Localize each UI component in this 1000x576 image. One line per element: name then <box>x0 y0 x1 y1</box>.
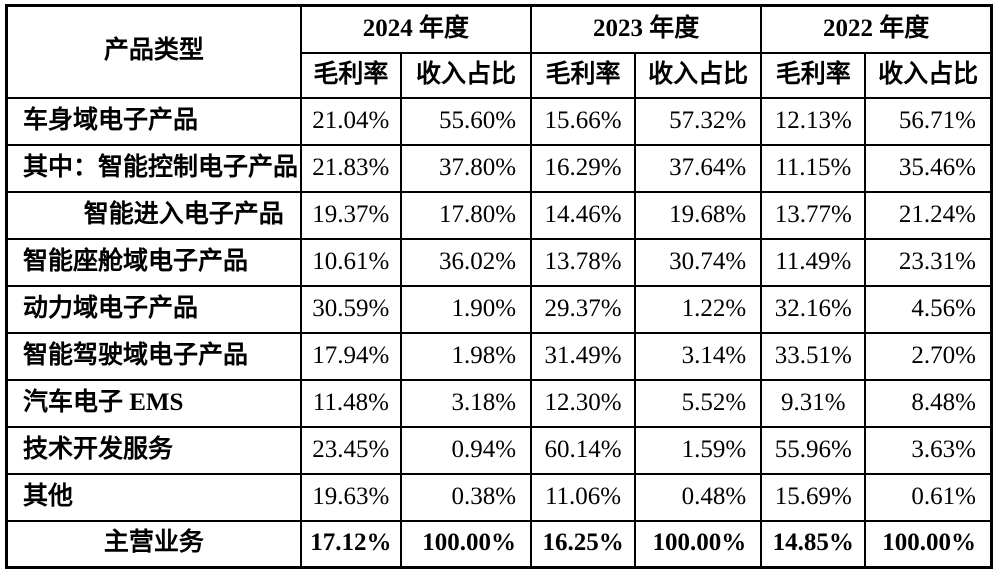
table-body: 车身域电子产品 21.04% 55.60% 15.66% 57.32% 12.13% 56.… <box>5 96 993 569</box>
gross-margin-cell: 13.78% <box>530 237 637 287</box>
revenue-share-cell: 1.98% <box>399 331 533 381</box>
gross-margin-cell: 15.69% <box>760 472 867 522</box>
header-metric-row: 毛利率 收入占比 毛利率 收入占比 毛利率 收入占比 <box>7 51 993 99</box>
gross-margin-cell: 21.83% <box>299 143 402 193</box>
header-year-2022: 2022 年度 <box>760 4 993 54</box>
row-label: 其他 <box>5 472 302 522</box>
header-revenue-share-2022: 收入占比 <box>864 51 993 99</box>
gross-margin-cell: 33.51% <box>760 331 867 381</box>
revenue-share-cell: 35.46% <box>864 143 993 193</box>
table-row: 汽车电子 EMS 11.48% 3.18% 12.30% 5.52% 9.31% 8.48% <box>5 378 993 428</box>
header-year-2023: 2023 年度 <box>530 4 763 54</box>
revenue-share-cell: 0.61% <box>864 472 993 522</box>
row-label: 车身域电子产品 <box>5 96 302 146</box>
revenue-share-cell: 57.32% <box>634 96 763 146</box>
gross-margin-cell: 10.61% <box>299 237 402 287</box>
gross-margin-cell: 16.29% <box>530 143 637 193</box>
gross-margin-cell: 30.59% <box>299 284 402 334</box>
header-year-2024: 2024 年度 <box>299 4 533 54</box>
revenue-share-cell: 17.80% <box>399 190 533 240</box>
table-row: 智能驾驶域电子产品 17.94% 1.98% 31.49% 3.14% 33.51% 2.7… <box>5 331 993 381</box>
revenue-share-cell: 3.18% <box>399 378 533 428</box>
gross-margin-cell: 11.06% <box>530 472 637 522</box>
gross-margin-cell: 16.25% <box>530 519 637 569</box>
header-year-row: 产品类型 2024 年度 2023 年度 2022 年度 <box>5 4 993 99</box>
revenue-share-cell: 21.24% <box>864 190 993 240</box>
revenue-share-cell: 4.56% <box>864 284 993 334</box>
row-label: 主营业务 <box>5 519 302 569</box>
revenue-share-cell: 0.48% <box>634 472 763 522</box>
gross-margin-cell: 32.16% <box>760 284 867 334</box>
row-label: 智能座舱域电子产品 <box>5 237 302 287</box>
table-header: 产品类型 2024 年度 2023 年度 2022 年度 毛利率 收入占比 毛利… <box>5 4 993 99</box>
header-revenue-share-2023: 收入占比 <box>634 51 763 99</box>
total-row: 主营业务 17.12% 100.00% 16.25% 100.00% 14.85% 100.… <box>5 519 993 569</box>
revenue-share-cell: 3.63% <box>864 425 993 475</box>
gross-margin-cell: 23.45% <box>299 425 402 475</box>
row-label: 汽车电子 EMS <box>5 378 302 428</box>
revenue-share-cell: 3.14% <box>634 331 763 381</box>
header-gross-margin-2022: 毛利率 <box>760 51 867 99</box>
revenue-share-cell: 23.31% <box>864 237 993 287</box>
revenue-share-cell: 56.71% <box>864 96 993 146</box>
revenue-share-cell: 37.80% <box>399 143 533 193</box>
header-product-type: 产品类型 <box>5 4 302 99</box>
revenue-share-cell: 5.52% <box>634 378 763 428</box>
revenue-share-cell: 1.59% <box>634 425 763 475</box>
gross-margin-cell: 15.66% <box>530 96 637 146</box>
revenue-share-cell: 1.90% <box>399 284 533 334</box>
row-label: 智能进入电子产品 <box>5 190 302 240</box>
table-row: 动力域电子产品 30.59% 1.90% 29.37% 1.22% 32.16% 4.56% <box>5 284 993 334</box>
gross-margin-cell: 11.15% <box>760 143 867 193</box>
gross-margin-cell: 21.04% <box>299 96 402 146</box>
revenue-share-cell: 0.38% <box>399 472 533 522</box>
revenue-share-cell: 19.68% <box>634 190 763 240</box>
row-label: 其中：智能控制电子产品 <box>5 143 302 193</box>
revenue-share-cell: 30.74% <box>634 237 763 287</box>
revenue-share-cell: 2.70% <box>864 331 993 381</box>
row-label: 技术开发服务 <box>5 425 302 475</box>
row-label: 智能驾驶域电子产品 <box>5 331 302 381</box>
gross-margin-cell: 14.46% <box>530 190 637 240</box>
revenue-share-cell: 0.94% <box>399 425 533 475</box>
gross-margin-cell: 12.13% <box>760 96 867 146</box>
table-row: 智能进入电子产品 19.37% 17.80% 14.46% 19.68% 13.77% 21… <box>5 190 993 240</box>
gross-margin-cell: 14.85% <box>760 519 867 569</box>
gross-margin-cell: 19.37% <box>299 190 402 240</box>
table-row: 技术开发服务 23.45% 0.94% 60.14% 1.59% 55.96% 3.63% <box>5 425 993 475</box>
header-gross-margin-2023: 毛利率 <box>530 51 637 99</box>
header-revenue-share-2024: 收入占比 <box>399 51 533 99</box>
gross-margin-cell: 19.63% <box>299 472 402 522</box>
table-row: 智能座舱域电子产品 10.61% 36.02% 13.78% 30.74% 11.49% 2… <box>5 237 993 287</box>
gross-margin-cell: 12.30% <box>530 378 637 428</box>
revenue-share-cell: 100.00% <box>864 519 993 569</box>
gross-margin-cell: 31.49% <box>530 331 637 381</box>
revenue-share-cell: 1.22% <box>634 284 763 334</box>
revenue-share-cell: 100.00% <box>399 519 533 569</box>
revenue-share-cell: 55.60% <box>399 96 533 146</box>
gross-margin-cell: 11.48% <box>299 378 402 428</box>
row-label: 动力域电子产品 <box>5 284 302 334</box>
gross-margin-cell: 13.77% <box>760 190 867 240</box>
table-row: 车身域电子产品 21.04% 55.60% 15.66% 57.32% 12.13% 56.… <box>5 96 993 146</box>
revenue-share-cell: 37.64% <box>634 143 763 193</box>
revenue-share-cell: 8.48% <box>864 378 993 428</box>
gross-margin-cell: 17.94% <box>299 331 402 381</box>
gross-margin-cell: 9.31% <box>760 378 867 428</box>
margin-revenue-table: 产品类型 2024 年度 2023 年度 2022 年度 毛利率 收入占比 毛利… <box>5 4 993 569</box>
revenue-share-cell: 36.02% <box>399 237 533 287</box>
table-row: 其他 19.63% 0.38% 11.06% 0.48% 15.69% 0.61% <box>5 472 993 522</box>
gross-margin-cell: 17.12% <box>299 519 402 569</box>
gross-margin-cell: 11.49% <box>760 237 867 287</box>
gross-margin-cell: 55.96% <box>760 425 867 475</box>
gross-margin-cell: 29.37% <box>530 284 637 334</box>
header-gross-margin-2024: 毛利率 <box>299 51 402 99</box>
revenue-share-cell: 100.00% <box>634 519 763 569</box>
table-row: 其中：智能控制电子产品 21.83% 37.80% 16.29% 37.64% 11.15… <box>5 143 993 193</box>
gross-margin-cell: 60.14% <box>530 425 637 475</box>
